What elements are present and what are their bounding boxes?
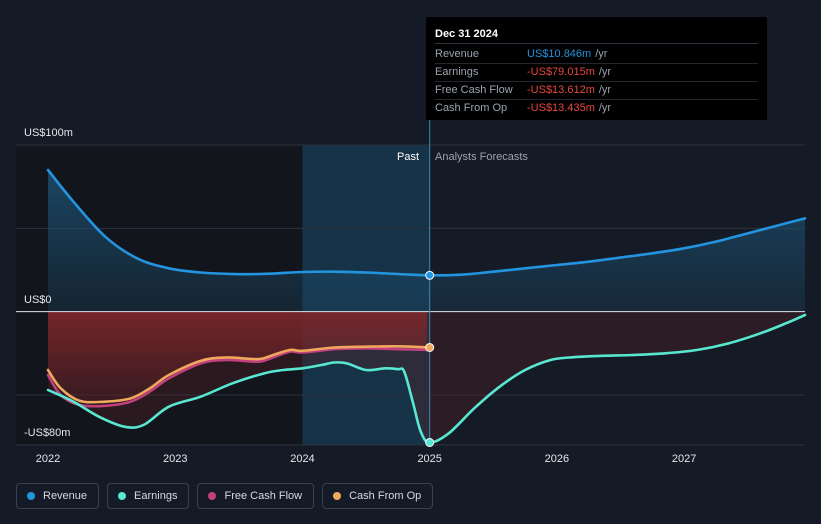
- y-axis-bottom-label: -US$80m: [24, 427, 70, 439]
- tooltip-row-unit: /yr: [598, 66, 612, 78]
- tooltip-row-unit: /yr: [598, 102, 612, 114]
- legend-dot-icon: [333, 492, 342, 500]
- y-axis-top-label: US$100m: [24, 127, 73, 139]
- x-tick-label: 2026: [545, 453, 569, 465]
- cash-from-op-line: [46, 344, 431, 404]
- legend-item-earnings[interactable]: Earnings: [107, 483, 190, 509]
- earnings-area: [48, 311, 805, 443]
- series-lines: [46, 168, 807, 444]
- x-tick-label: 2027: [672, 453, 696, 465]
- earnings-point: [425, 438, 435, 447]
- free-cash-flow-line: [46, 347, 431, 408]
- legend-item-label: Revenue: [43, 490, 88, 502]
- tooltip-row-label: Cash From Op: [435, 102, 508, 114]
- past-label: Past: [397, 151, 419, 163]
- tooltip-rows: Revenue US$10.846m/yr Earnings -US$79.015m /…: [435, 46, 758, 117]
- tooltip-row-label: Revenue: [435, 48, 480, 60]
- earnings-line: [46, 313, 807, 444]
- tooltip-row: Free Cash Flow -US$13.612m/yr: [435, 82, 758, 100]
- revenue-area: [48, 170, 805, 312]
- tooltip-row: Revenue US$10.846m/yr: [435, 46, 758, 64]
- tooltip-row-value: -US$13.612m: [527, 84, 595, 96]
- forecast-label: Analysts Forecasts: [435, 151, 528, 163]
- tooltip-row: Cash From Op -US$13.435m/yr: [435, 100, 758, 117]
- tooltip-row-value: US$10.846m: [527, 48, 592, 60]
- x-tick-label: 2025: [417, 453, 441, 465]
- legend-item-revenue[interactable]: Revenue: [16, 483, 100, 509]
- revenue-point: [425, 270, 435, 280]
- x-tick-label: 2024: [290, 453, 314, 465]
- legend-dot-icon: [208, 492, 217, 500]
- legend-item-free-cash-flow[interactable]: Free Cash Flow: [197, 483, 315, 509]
- y-axis-zero-label: US$0: [24, 294, 52, 306]
- legend-item-label: Earnings: [134, 490, 178, 502]
- tooltip-date: Dec 31 2024: [435, 25, 758, 44]
- x-tick-label: 2023: [163, 453, 187, 465]
- legend-dot-icon: [27, 492, 35, 500]
- cash-from-op-point: [425, 343, 435, 352]
- x-axis-ticks: 2022 2023 2024 2025 2026 2027: [36, 453, 697, 465]
- data-tooltip: Dec 31 2024 Revenue US$10.846m/yr Earnings…: [426, 17, 767, 120]
- highlight-points: [425, 270, 435, 447]
- tooltip-row-value: -US$79.015m: [527, 66, 595, 78]
- chart-legend: Revenue Earnings Free Cash Flow Cash From O…: [16, 483, 441, 509]
- tooltip-row-unit: /yr: [595, 48, 608, 60]
- legend-item-label: Free Cash Flow: [224, 490, 303, 502]
- tooltip-row: Earnings -US$79.015m/yr: [435, 64, 758, 82]
- legend-item-label: Cash From Op: [349, 490, 422, 502]
- tooltip-row-label: Free Cash Flow: [435, 84, 513, 96]
- tooltip-row-value: -US$13.435m: [527, 102, 595, 114]
- tooltip-row-label: Earnings: [435, 66, 479, 78]
- legend-dot-icon: [118, 492, 127, 500]
- tooltip-row-unit: /yr: [598, 84, 612, 96]
- legend-item-cash-from-op[interactable]: Cash From Op: [322, 483, 434, 509]
- x-tick-label: 2022: [36, 453, 60, 465]
